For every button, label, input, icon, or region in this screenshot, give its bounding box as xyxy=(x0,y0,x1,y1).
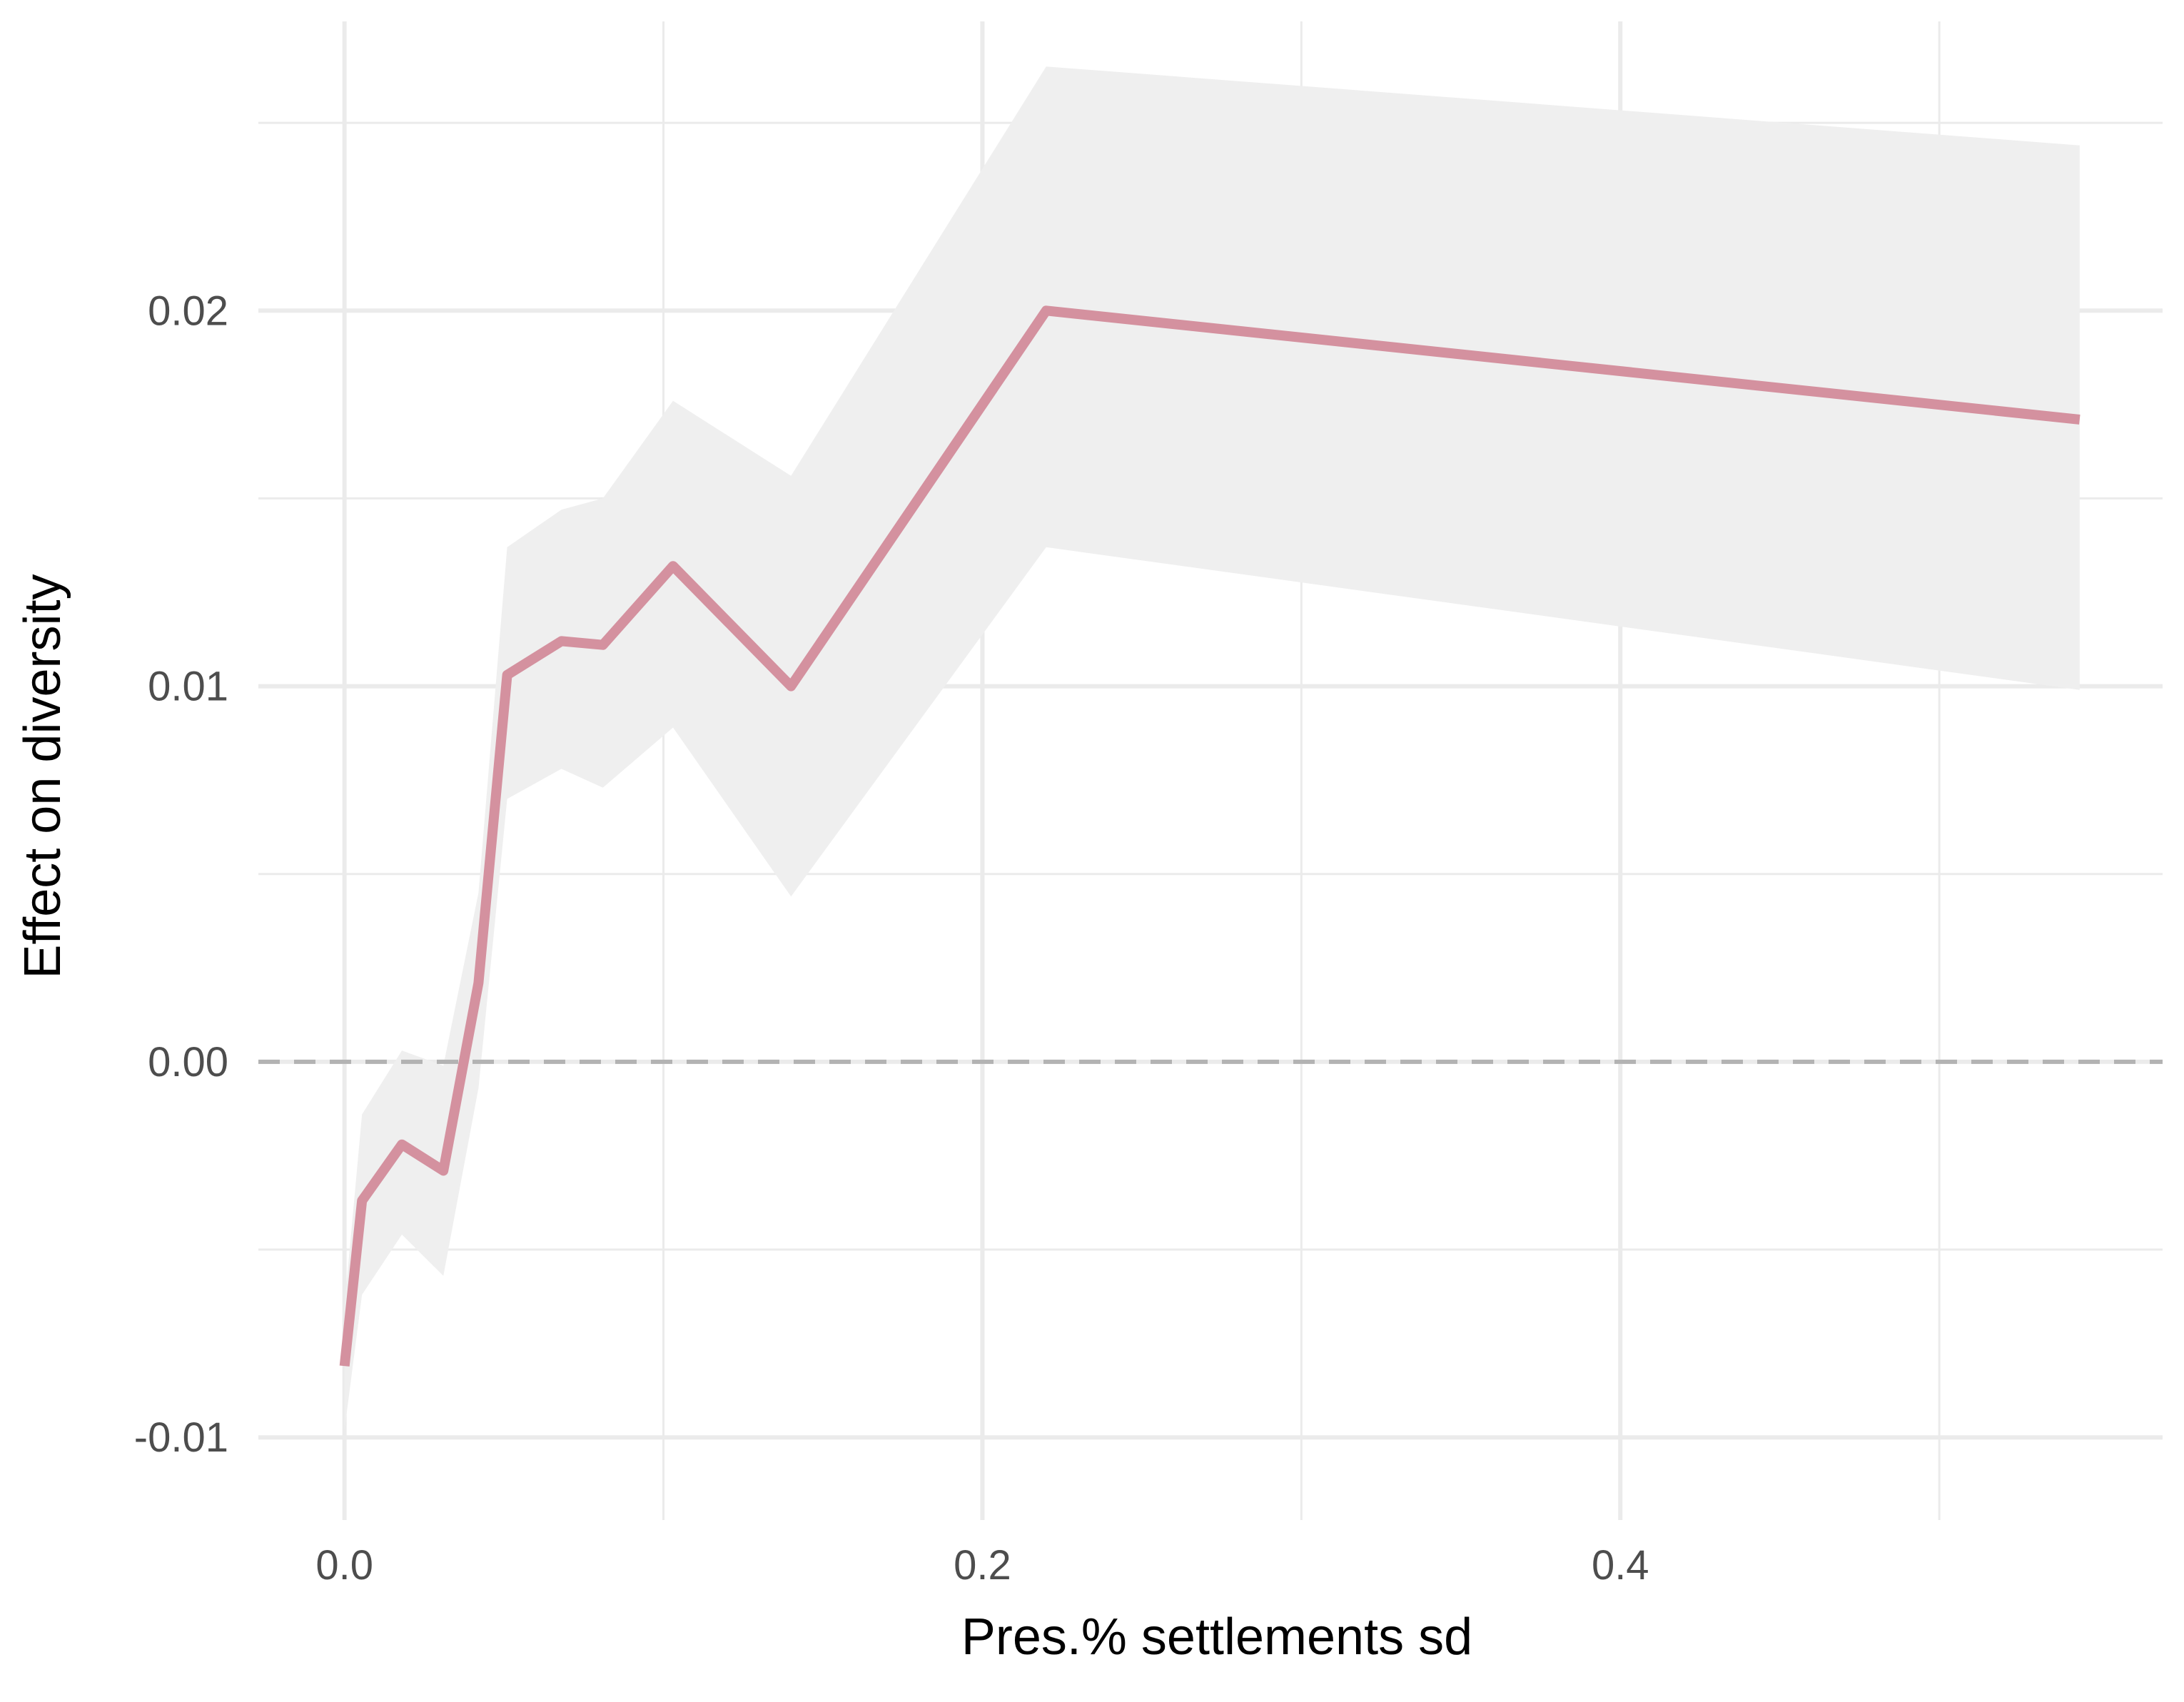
y-tick-label: -0.01 xyxy=(134,1414,228,1461)
y-tick-label: 0.00 xyxy=(148,1039,228,1085)
series-line-layer xyxy=(339,305,2081,1367)
x-tick-label: 0.2 xyxy=(954,1542,1011,1589)
x-tick-label: 0.4 xyxy=(1592,1542,1649,1589)
y-axis-title: Effect on diversity xyxy=(14,574,71,979)
effect-series-line xyxy=(339,305,2081,1367)
y-tick-label: 0.02 xyxy=(148,288,228,334)
y-tick-label: 0.01 xyxy=(148,664,228,710)
x-tick-label: 0.0 xyxy=(315,1542,373,1589)
confidence-band-layer xyxy=(344,66,2080,1430)
x-axis-title: Pres.% settlements sd xyxy=(961,1609,1472,1666)
confidence-band xyxy=(344,66,2080,1430)
x-tick-labels: 0.0 0.2 0.4 xyxy=(315,1542,1649,1589)
y-tick-labels: -0.01 0.00 0.01 0.02 xyxy=(134,288,228,1461)
